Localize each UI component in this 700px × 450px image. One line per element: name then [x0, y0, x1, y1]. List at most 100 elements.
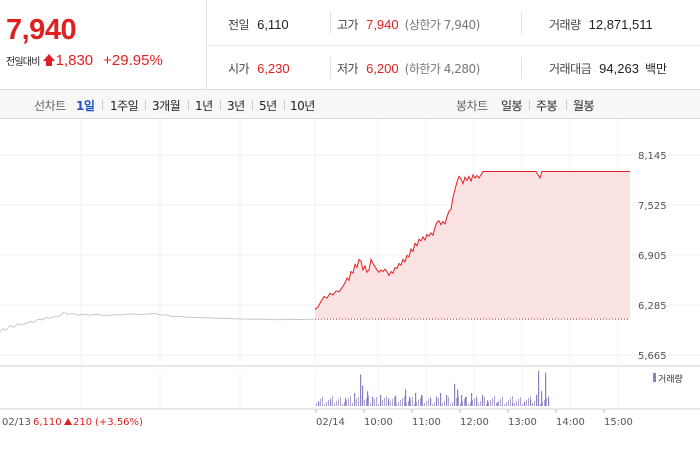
volume-bar	[421, 394, 423, 406]
volume-bar	[465, 396, 467, 406]
volume-bar	[380, 394, 382, 406]
volume-bar	[458, 396, 459, 406]
volume-bar	[484, 397, 485, 406]
volume-bar	[388, 398, 390, 406]
volume-bar	[450, 404, 451, 406]
volume-bar	[324, 404, 325, 406]
volume-bar	[524, 402, 525, 406]
volume-bar	[345, 397, 347, 406]
volume-bar	[476, 396, 477, 406]
x-tick-label: 10:00	[364, 417, 393, 428]
volume-bar	[362, 402, 363, 406]
volume-bar	[482, 399, 483, 406]
tab-separator	[102, 100, 103, 110]
tab-separator	[566, 100, 567, 110]
prev-day-up-icon	[64, 418, 72, 425]
tab-1week[interactable]: 1주일	[110, 99, 139, 113]
col-divider	[330, 57, 331, 79]
volume-bar	[516, 401, 517, 406]
prev-day-close: 6,110	[33, 417, 62, 428]
y-tick-label: 5,665	[638, 351, 667, 362]
tab-10year[interactable]: 10년	[290, 99, 315, 113]
trade-value-unit: 백만	[644, 62, 668, 76]
volume-bar	[454, 383, 456, 406]
volume-bar	[548, 396, 549, 406]
volume-bar	[442, 403, 443, 406]
price-summary: 7,940 전일대비 1,830 +29.95%	[0, 0, 207, 90]
col-divider	[521, 57, 522, 79]
tab-1day[interactable]: 1일	[76, 99, 95, 113]
volume-bar	[472, 400, 473, 406]
volume-bar	[328, 400, 329, 406]
volume-bar	[500, 399, 501, 406]
volume-bar	[386, 396, 387, 406]
prev-day-info: 02/13 6,110 210 (+3.56%)	[2, 417, 143, 428]
volume-bar	[498, 401, 499, 406]
volume-bar	[452, 402, 453, 406]
trade-value-label: 거래대금	[549, 62, 592, 76]
tab-3month[interactable]: 3개월	[152, 99, 181, 113]
volume-bar	[366, 398, 367, 406]
volume-bar	[430, 397, 431, 406]
volume-bar	[432, 404, 433, 406]
tab-5year[interactable]: 5년	[259, 99, 277, 113]
volume-bar	[400, 400, 401, 406]
volume-bar	[454, 400, 455, 406]
current-price: 7,940	[6, 14, 77, 46]
volume-bar	[320, 399, 321, 406]
volume-bar	[538, 397, 539, 406]
high-value: 7,940	[366, 17, 399, 32]
volume-bar	[478, 403, 479, 406]
price-area	[315, 171, 630, 320]
tab-weekly-candle[interactable]: 주봉	[536, 99, 558, 113]
volume-bar	[460, 403, 461, 406]
volume-bar	[471, 393, 473, 406]
tab-3year[interactable]: 3년	[227, 99, 245, 113]
lower-limit: (하한가 4,280)	[404, 62, 481, 76]
y-tick-label: 8,145	[638, 151, 667, 162]
volume-bar	[368, 396, 369, 406]
volume-bar	[490, 400, 491, 406]
prev-day-line	[0, 311, 315, 333]
volume-bar	[428, 399, 429, 406]
low-cell: 저가 6,200 (하한가 4,280)	[337, 60, 480, 77]
high-cell: 고가 7,940 (상한가 7,940)	[337, 16, 480, 33]
low-label: 저가	[337, 62, 359, 76]
volume-bar	[344, 402, 345, 406]
volume-bar	[530, 396, 531, 406]
volume-bar	[382, 400, 383, 406]
volume-bar	[526, 400, 527, 406]
volume-bar	[318, 401, 319, 406]
volume-bar	[390, 401, 391, 406]
volume-bar	[396, 404, 397, 406]
x-tick-label: 13:00	[508, 417, 537, 428]
volume-bar	[496, 403, 497, 406]
volume-bar	[322, 397, 323, 406]
volume-bar	[545, 372, 547, 406]
prev-day-change-pct: (+3.56%)	[95, 417, 143, 428]
volume-bar	[532, 403, 533, 406]
x-tick-label: 15:00	[604, 417, 633, 428]
intraday-price-chart: 8,145 7,525 6,905 6,285 5,665 02/14 10:00 11:0…	[0, 119, 700, 428]
tab-1year[interactable]: 1년	[195, 99, 213, 113]
volume-bar	[350, 396, 351, 406]
quote-header: 7,940 전일대비 1,830 +29.95% 전일 6,110 고가 7,9…	[0, 0, 700, 90]
tab-separator	[284, 100, 285, 110]
volume-legend-swatch	[653, 373, 656, 382]
x-tick-label: 12:00	[460, 417, 489, 428]
tab-monthly-candle[interactable]: 월봉	[573, 99, 595, 113]
volume-bar	[338, 399, 339, 406]
volume-bar	[364, 400, 365, 406]
tab-daily-candle[interactable]: 일봉	[501, 99, 523, 113]
open-label: 시가	[228, 62, 250, 76]
trade-value: 94,263	[599, 61, 639, 76]
volume-bar	[514, 403, 515, 406]
volume-bar	[546, 398, 547, 406]
trade-value-cell: 거래대금 94,263 백만	[549, 60, 667, 77]
low-value: 6,200	[366, 61, 399, 76]
volume-bar	[332, 396, 333, 406]
volume-bar	[376, 397, 377, 406]
volume-bar	[492, 398, 493, 406]
x-tick-label: 02/14	[316, 417, 345, 428]
volume-bar	[502, 397, 503, 406]
